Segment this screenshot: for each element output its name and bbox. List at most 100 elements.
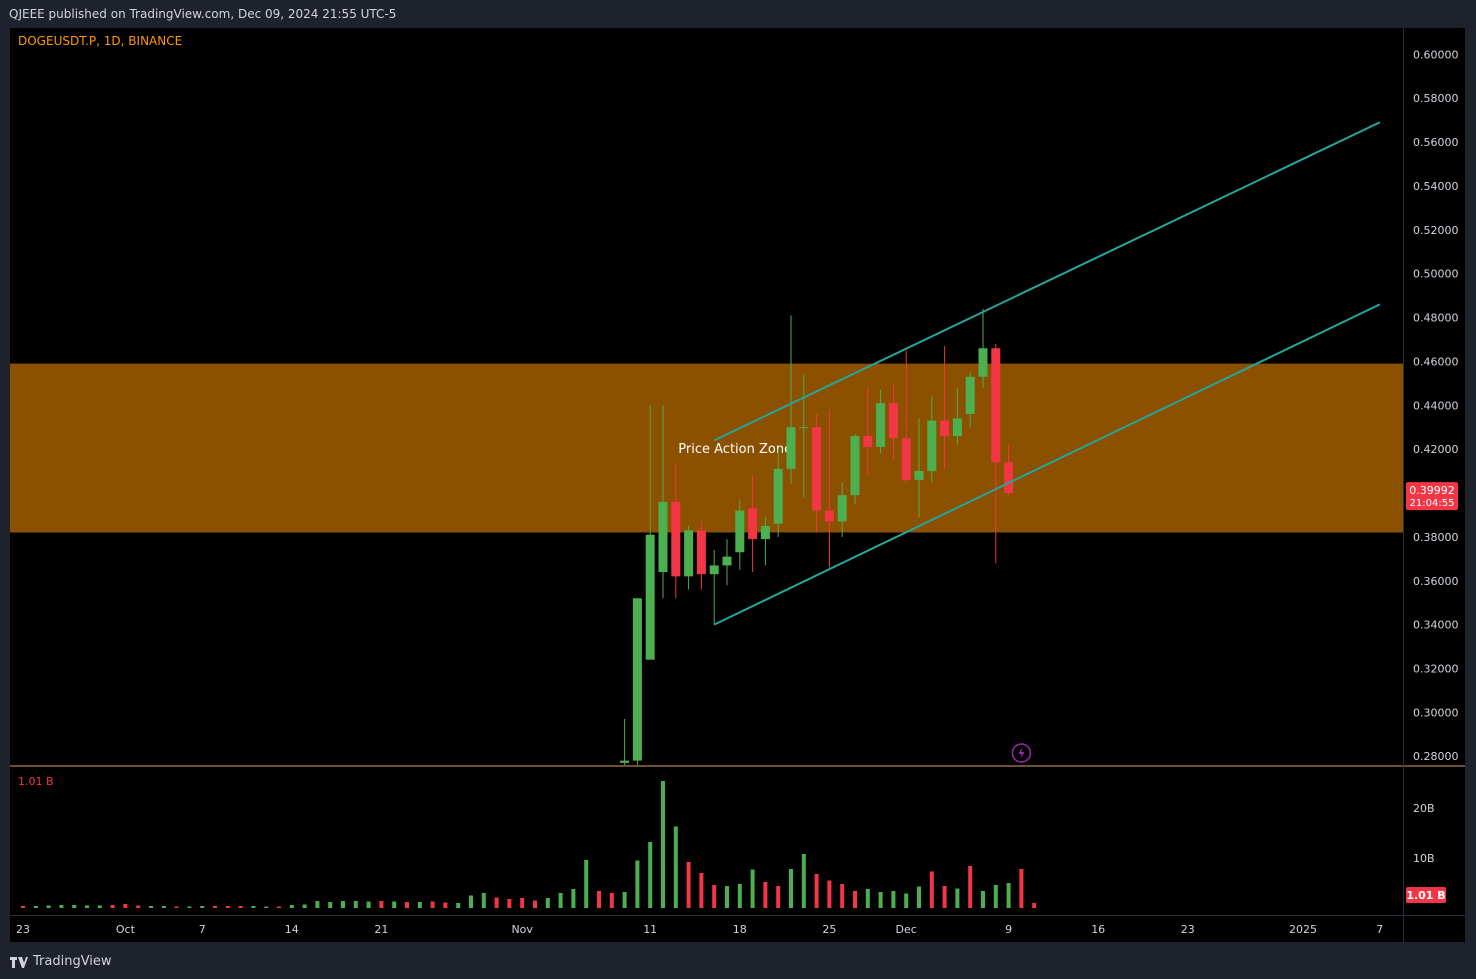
candle-body [722, 556, 732, 566]
current-price-countdown: 21:04:55 [1410, 498, 1455, 509]
candle [940, 346, 950, 469]
symbol-label: DOGEUSDT.P, 1D, BINANCE [18, 34, 182, 48]
volume-bar [469, 895, 473, 908]
candlestick-chart[interactable]: Price Action Zone 1.01 B 0.28000 0.30000 0… [10, 28, 1465, 942]
volume-indicator-label: 1.01 B [18, 775, 54, 788]
tradingview-logo-icon[interactable] [10, 956, 28, 974]
volume-bar [904, 893, 909, 908]
volume-bar [878, 892, 883, 908]
publish-header: QJEEE published on TradingView.com, Dec … [0, 0, 1476, 28]
volume-bar [353, 901, 358, 908]
candle-body [786, 427, 796, 469]
volume-bar [520, 898, 525, 908]
current-volume-bg [1406, 887, 1446, 903]
candle [863, 387, 873, 476]
candle-body [991, 348, 1001, 463]
price-tick-label: 0.52000 [1413, 224, 1459, 237]
candle [914, 418, 924, 518]
volume-bar [968, 866, 973, 908]
footer: TradingView [0, 942, 1476, 979]
candle-body [671, 501, 681, 577]
current-volume-label: 1.01 B [1406, 889, 1445, 902]
chart-frame[interactable]: Price Action Zone 1.01 B 0.28000 0.30000 0… [10, 28, 1465, 942]
volume-bar [789, 869, 793, 908]
candle [671, 464, 681, 599]
price-tick-label: 0.30000 [1413, 706, 1459, 719]
volume-bar [110, 905, 115, 908]
candle [799, 374, 809, 498]
volume-bar [161, 906, 166, 908]
time-tick-label: 9 [1005, 923, 1012, 936]
volume-bar [430, 901, 435, 908]
candle [824, 409, 834, 568]
volume-bar [558, 893, 563, 908]
candle-body [952, 418, 962, 436]
price-tick-label: 0.46000 [1413, 355, 1459, 368]
candle-body [735, 510, 745, 553]
price-tick-label: 0.42000 [1413, 443, 1459, 456]
volume-bar [853, 891, 857, 908]
volume-bar [213, 906, 217, 908]
volume-bar [725, 886, 729, 908]
price-tick-label: 0.50000 [1413, 268, 1459, 281]
time-tick-label: 7 [1376, 923, 1383, 936]
volume-bar [891, 891, 896, 908]
volume-bar [97, 905, 102, 908]
volume-bar [673, 826, 678, 908]
candle-body [824, 510, 834, 522]
volume-bar [1032, 902, 1037, 908]
volume-bar [827, 880, 832, 908]
volume-bar [187, 906, 192, 908]
candle-body [645, 534, 655, 660]
volume-bar [225, 906, 230, 908]
volume-bar [776, 886, 781, 908]
candle-body [901, 438, 911, 480]
zone-label: Price Action Zone [678, 442, 792, 457]
volume-bar [494, 897, 499, 908]
volume-bar [917, 886, 921, 908]
candle-body [965, 376, 975, 415]
candle [748, 475, 758, 572]
volume-bar [174, 906, 179, 908]
volume-bar [341, 901, 345, 908]
candle [978, 308, 988, 388]
candle-body [850, 435, 860, 496]
volume-bar [417, 902, 422, 908]
candle [632, 598, 642, 765]
candle-body [748, 508, 758, 540]
candle-body [709, 565, 719, 575]
volume-bar [622, 892, 627, 908]
price-tick-label: 0.58000 [1413, 92, 1459, 105]
time-tick-label: 7 [199, 923, 206, 936]
volume-bar [264, 906, 269, 908]
tradingview-brand[interactable]: TradingView [33, 954, 112, 969]
volume-bar [405, 902, 409, 908]
channel-upper-line [713, 121, 1381, 442]
volume-bar [149, 906, 153, 908]
candle-body [940, 420, 950, 436]
volume-bar [238, 906, 243, 908]
price-action-zone [10, 363, 1403, 533]
time-tick-label: Nov [511, 923, 533, 936]
volume-bar [814, 874, 819, 908]
candle-body [632, 598, 642, 761]
volume-bar [801, 854, 806, 908]
time-tick-label: Oct [116, 923, 136, 936]
candle [837, 482, 847, 537]
volume-bar [1019, 869, 1024, 908]
candle [888, 383, 898, 461]
candle-body [978, 348, 988, 377]
price-tick-label: 0.48000 [1413, 312, 1459, 325]
price-tick-label: 0.28000 [1413, 750, 1459, 763]
candle [965, 372, 975, 428]
time-tick-label: 25 [822, 923, 836, 936]
candle [645, 405, 655, 660]
volume-bar [392, 901, 397, 908]
volume-bar [379, 901, 384, 908]
price-tick-label: 0.34000 [1413, 619, 1459, 632]
volume-bar [955, 888, 960, 908]
time-tick-label: 21 [374, 923, 388, 936]
volume-bar [1006, 883, 1011, 908]
candle-body [863, 435, 873, 447]
